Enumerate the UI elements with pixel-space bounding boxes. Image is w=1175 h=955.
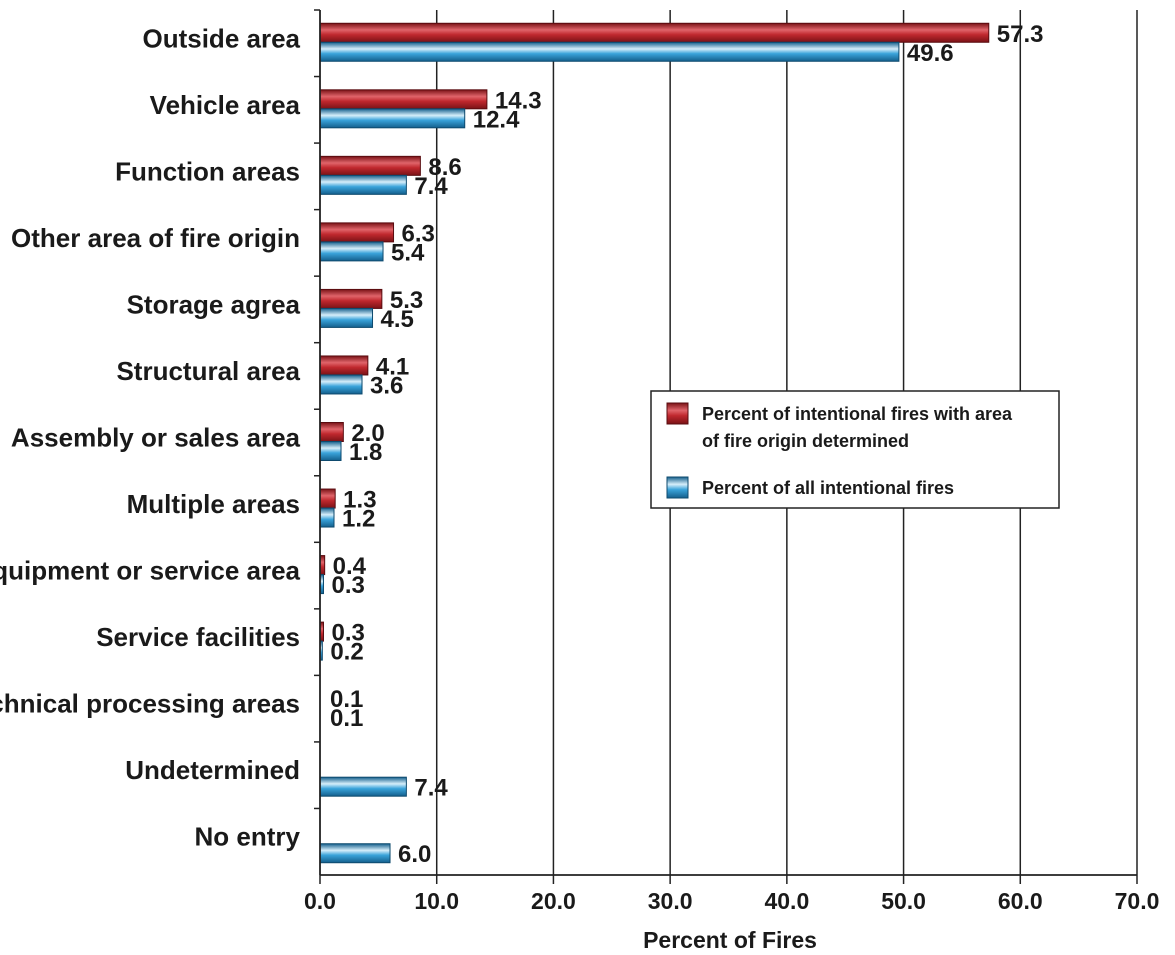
category-labels: Outside area Vehicle area Function areas Ot… bbox=[0, 23, 301, 851]
legend-label: of fire origin determined bbox=[702, 431, 909, 451]
bar-all-fires bbox=[319, 307, 374, 328]
bar-determined bbox=[319, 288, 383, 309]
bar-all-fires bbox=[319, 843, 391, 864]
value-label: 4.1 bbox=[376, 353, 409, 380]
x-tick-label: 40.0 bbox=[764, 888, 809, 914]
legend-swatch-all-fires bbox=[666, 476, 689, 499]
value-label: 7.4 bbox=[414, 173, 448, 200]
value-label: 0.1 bbox=[330, 686, 363, 713]
value-label: 0.3 bbox=[332, 572, 365, 599]
value-label: 0.1 bbox=[330, 705, 363, 732]
category-label: Outside area bbox=[142, 23, 300, 53]
value-label: 8.6 bbox=[428, 154, 461, 181]
value-label: 0.4 bbox=[333, 553, 367, 580]
x-tick-label: 70.0 bbox=[1115, 888, 1160, 914]
value-label: 1.2 bbox=[342, 506, 375, 533]
value-label: 0.3 bbox=[332, 620, 365, 647]
value-label: 3.6 bbox=[370, 372, 403, 399]
category-label: Vehicle area bbox=[150, 90, 301, 120]
legend-swatch-determined bbox=[666, 402, 689, 425]
category-label: Technical processing areas bbox=[0, 689, 300, 719]
bar-all-fires bbox=[319, 776, 407, 797]
bar-determined bbox=[319, 422, 344, 442]
value-label: 14.3 bbox=[495, 87, 542, 114]
value-label: 57.3 bbox=[997, 21, 1044, 48]
value-label: 6.0 bbox=[398, 841, 431, 868]
value-label: 2.0 bbox=[351, 420, 384, 447]
x-tick-label: 20.0 bbox=[531, 888, 576, 914]
bar-all-fires bbox=[319, 174, 407, 195]
x-tick-label: 50.0 bbox=[881, 888, 926, 914]
value-label: 1.3 bbox=[343, 487, 376, 514]
legend: Percent of intentional fires with area of… bbox=[650, 390, 1060, 509]
bars bbox=[319, 22, 990, 864]
value-label: 12.4 bbox=[473, 106, 520, 133]
value-label: 5.3 bbox=[390, 287, 423, 314]
bar-determined bbox=[319, 488, 336, 509]
category-label: Structural area bbox=[116, 356, 300, 386]
category-label: Equipment or service area bbox=[0, 556, 301, 586]
x-tick-label: 10.0 bbox=[414, 888, 459, 914]
category-label: Undetermined bbox=[125, 755, 300, 785]
value-labels: 57.349.614.312.48.67.46.35.45.34.54.13.6… bbox=[330, 21, 1043, 868]
category-label: Assembly or sales area bbox=[11, 423, 301, 453]
value-label: 5.4 bbox=[391, 239, 425, 266]
category-label: Other area of fire origin bbox=[11, 223, 300, 253]
category-label: Service facilities bbox=[96, 622, 300, 652]
axes bbox=[314, 9, 1138, 884]
value-label: 49.6 bbox=[907, 40, 954, 67]
category-label: No entry bbox=[195, 822, 301, 852]
legend-box bbox=[650, 390, 1060, 509]
bar-determined bbox=[319, 355, 369, 376]
value-label: 7.4 bbox=[414, 775, 448, 802]
bar-all-fires bbox=[319, 108, 466, 129]
category-label: Function areas bbox=[115, 156, 300, 186]
bar-determined bbox=[319, 155, 421, 176]
bar-all-fires bbox=[319, 374, 363, 395]
category-label: Multiple areas bbox=[127, 489, 300, 519]
value-label: 0.2 bbox=[330, 639, 363, 666]
bar-all-fires bbox=[319, 41, 900, 62]
legend-label: Percent of intentional fires with area bbox=[702, 404, 1013, 424]
bar-determined bbox=[319, 22, 990, 43]
bar-all-fires bbox=[319, 441, 342, 461]
x-tick-label: 0.0 bbox=[304, 888, 336, 914]
value-label: 1.8 bbox=[349, 439, 382, 466]
value-label: 6.3 bbox=[402, 220, 435, 247]
category-label: Storage agrea bbox=[127, 289, 301, 319]
legend-label: Percent of all intentional fires bbox=[702, 478, 954, 498]
x-tick-label: 60.0 bbox=[998, 888, 1043, 914]
bar-all-fires bbox=[319, 507, 335, 528]
value-label: 4.5 bbox=[381, 306, 414, 333]
bar-all-fires bbox=[319, 241, 384, 262]
x-tick-label: 30.0 bbox=[648, 888, 693, 914]
bar-determined bbox=[319, 89, 488, 110]
x-tick-labels: 0.0 10.0 20.0 30.0 40.0 50.0 60.0 70.0 bbox=[304, 888, 1159, 914]
x-axis-title: Percent of Fires bbox=[643, 927, 817, 953]
bar-determined bbox=[319, 222, 395, 243]
